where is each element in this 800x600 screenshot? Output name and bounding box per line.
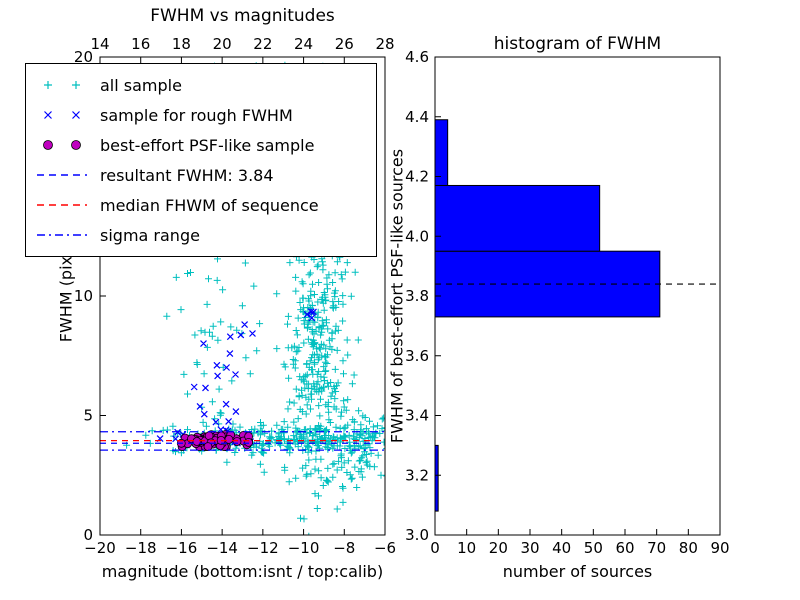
dashed-line-marker-icon [37,174,87,176]
svg-text:4.0: 4.0 [405,227,429,245]
svg-text:3.6: 3.6 [405,347,429,365]
svg-text:24: 24 [294,35,313,53]
right-plot-title: histogram of FWHM [493,34,662,54]
svg-text:20: 20 [213,35,232,53]
right-axis-tick-labels: 0 10 20 30 40 50 60 70 80 90 3.0 3.2 3.4 3.6 3.8 4.0 4.2… [405,48,729,557]
svg-text:3.2: 3.2 [405,466,429,484]
svg-text:4.6: 4.6 [405,48,429,66]
svg-text:28: 28 [375,35,394,53]
svg-text:4.4: 4.4 [405,108,429,126]
right-axis-ticks [434,56,721,536]
legend-item-label: resultant FWHM: 3.84 [100,165,274,185]
legend-item-label: best-effort PSF-like sample [100,135,315,155]
svg-text:20: 20 [489,539,508,557]
svg-text:0: 0 [430,539,440,557]
scatter-area [100,61,385,535]
svg-text:18: 18 [172,35,191,53]
legend-item-label: sample for rough FWHM [100,105,293,125]
svg-text:−10: −10 [288,539,320,557]
svg-text:50: 50 [584,539,603,557]
left-plot-xlabel: magnitude (bottom:isnt / top:calib) [101,562,384,581]
legend: all sample sample for rough FWHM best-effo… [25,63,377,257]
right-plot-ylabel: FWHM of best-effort PSF-like sources [387,148,407,444]
histogram-bar [435,184,601,252]
svg-text:30: 30 [520,539,539,557]
left-plot-title: FWHM vs magnitudes [150,6,335,26]
histogram-bar [435,119,449,186]
legend-item: all sample [26,70,376,100]
svg-text:10: 10 [74,287,93,305]
svg-text:10: 10 [457,539,476,557]
svg-text:0: 0 [83,526,93,544]
svg-text:16: 16 [131,35,150,53]
svg-text:90: 90 [710,539,729,557]
svg-text:−8: −8 [333,539,355,557]
dashed-line-marker-icon [37,204,87,206]
right-plot-xlabel: number of sources [502,562,653,581]
svg-text:20: 20 [74,48,93,66]
svg-text:14: 14 [90,35,109,53]
histogram-area [435,119,720,512]
svg-text:−14: −14 [206,539,238,557]
svg-text:26: 26 [335,35,354,53]
svg-text:22: 22 [253,35,272,53]
legend-item: median FHWM of sequence [26,190,376,220]
plus-marker-icon [44,81,80,89]
x-marker-icon [44,111,80,119]
svg-text:−6: −6 [374,539,396,557]
left-axis-tick-labels: −20 −18 −16 −14 −12 −10 −8 −6 14 16 18 20 22 24 26 28 0 5… [74,35,396,557]
svg-text:40: 40 [552,539,571,557]
legend-item: sigma range [26,220,376,250]
svg-text:3.4: 3.4 [405,407,429,425]
svg-text:3.8: 3.8 [405,287,429,305]
svg-text:70: 70 [647,539,666,557]
legend-item: best-effort PSF-like sample [26,130,376,160]
circle-marker-icon [43,140,81,150]
legend-item-label: median FHWM of sequence [100,195,319,215]
svg-text:4.2: 4.2 [405,168,429,186]
svg-text:5: 5 [83,407,93,425]
left-axis-ticks [99,56,386,536]
svg-text:3.0: 3.0 [405,526,429,544]
svg-text:80: 80 [679,539,698,557]
legend-item: sample for rough FWHM [26,100,376,130]
left-plot-ylabel: FWHM (pix) [56,249,76,343]
svg-text:−20: −20 [84,539,116,557]
dashdot-line-marker-icon [37,234,87,236]
legend-item-label: sigma range [100,225,200,245]
svg-text:60: 60 [615,539,634,557]
svg-text:−18: −18 [125,539,157,557]
legend-item-label: all sample [100,75,182,95]
histogram-bar [435,444,439,512]
legend-item: resultant FWHM: 3.84 [26,160,376,190]
svg-text:−16: −16 [166,539,198,557]
svg-text:−12: −12 [247,539,279,557]
